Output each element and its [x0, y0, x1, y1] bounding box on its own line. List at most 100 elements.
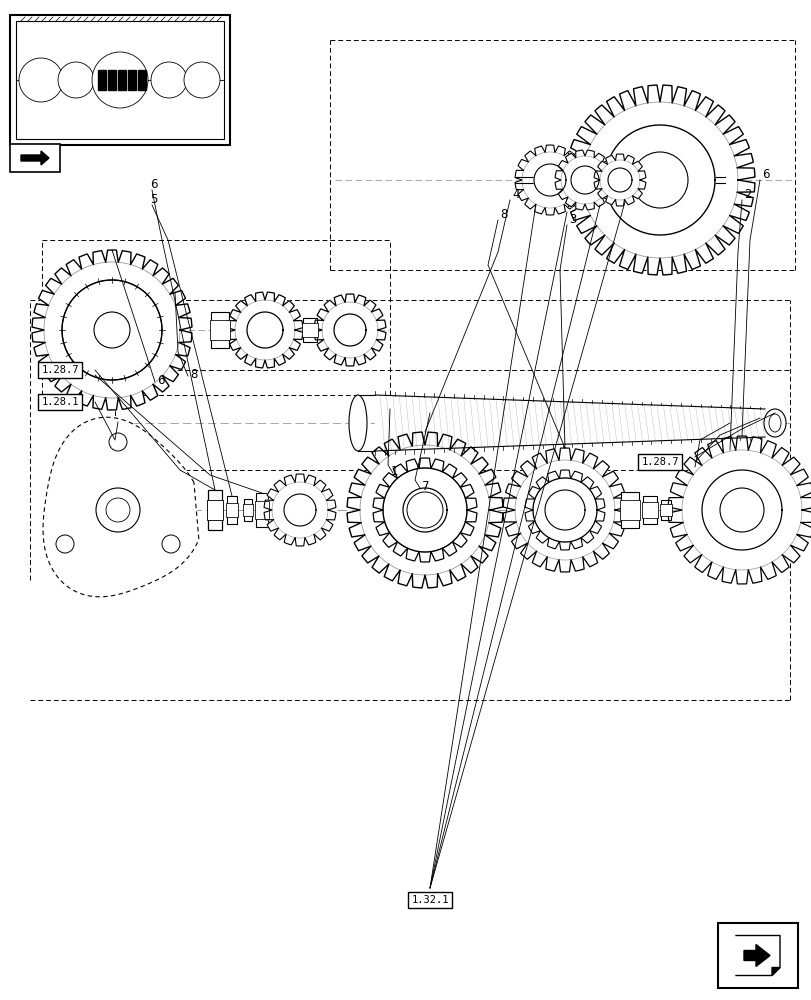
Text: 3: 3 — [569, 213, 576, 226]
Bar — [659, 504, 672, 516]
Circle shape — [162, 535, 180, 553]
Bar — [10, 144, 60, 172]
Polygon shape — [284, 494, 315, 526]
Bar — [16, 21, 224, 139]
Text: 7: 7 — [422, 480, 429, 493]
Ellipse shape — [349, 395, 367, 451]
Polygon shape — [681, 450, 801, 570]
Circle shape — [58, 62, 94, 98]
Circle shape — [631, 152, 687, 208]
Bar — [620, 492, 638, 528]
Polygon shape — [735, 935, 779, 975]
Text: 1: 1 — [391, 465, 398, 478]
Polygon shape — [771, 967, 779, 975]
Polygon shape — [544, 490, 584, 530]
Polygon shape — [604, 125, 714, 235]
Text: 5: 5 — [150, 193, 157, 206]
Circle shape — [406, 492, 443, 528]
Polygon shape — [555, 150, 614, 210]
Text: 1.28.1: 1.28.1 — [41, 397, 79, 407]
Text: 8: 8 — [500, 208, 507, 221]
Bar — [138, 70, 146, 90]
Polygon shape — [383, 468, 466, 552]
Polygon shape — [521, 152, 577, 208]
Polygon shape — [532, 478, 596, 542]
Polygon shape — [594, 154, 645, 206]
Bar — [717, 923, 797, 988]
Ellipse shape — [763, 409, 785, 437]
Circle shape — [96, 488, 139, 532]
Polygon shape — [372, 458, 476, 562]
Polygon shape — [667, 436, 811, 584]
Bar — [118, 70, 126, 90]
Polygon shape — [32, 250, 191, 410]
Polygon shape — [272, 482, 328, 538]
Circle shape — [109, 433, 127, 451]
Polygon shape — [234, 300, 294, 360]
Bar — [98, 70, 106, 90]
Bar — [660, 500, 670, 520]
Circle shape — [719, 488, 763, 532]
Bar — [10, 15, 230, 145]
Polygon shape — [534, 164, 565, 196]
Bar — [211, 312, 229, 348]
Polygon shape — [607, 168, 631, 192]
Polygon shape — [514, 145, 584, 215]
Circle shape — [92, 52, 148, 108]
Polygon shape — [503, 448, 626, 572]
Bar — [243, 499, 251, 521]
Bar — [128, 70, 135, 90]
Bar — [642, 496, 656, 524]
Polygon shape — [402, 488, 446, 532]
Polygon shape — [359, 445, 489, 575]
Polygon shape — [702, 470, 781, 550]
Text: 1.28.7: 1.28.7 — [641, 457, 678, 467]
Bar — [255, 493, 268, 527]
Polygon shape — [227, 292, 303, 368]
Bar — [227, 496, 237, 524]
Bar — [303, 318, 316, 342]
Polygon shape — [599, 160, 639, 200]
Polygon shape — [322, 302, 378, 358]
Polygon shape — [383, 468, 466, 552]
Circle shape — [184, 62, 220, 98]
Circle shape — [56, 535, 74, 553]
Polygon shape — [346, 432, 502, 588]
Text: 6: 6 — [157, 374, 165, 387]
Ellipse shape — [768, 414, 780, 432]
Bar — [225, 503, 238, 517]
Polygon shape — [21, 151, 49, 165]
Text: 8: 8 — [190, 368, 197, 381]
Text: 4: 4 — [512, 188, 519, 201]
Polygon shape — [564, 85, 754, 275]
Circle shape — [19, 58, 63, 102]
Polygon shape — [560, 156, 608, 204]
Bar — [207, 500, 223, 520]
Polygon shape — [333, 314, 366, 346]
Text: 6: 6 — [150, 178, 157, 191]
Bar — [108, 70, 116, 90]
Text: 6: 6 — [761, 168, 769, 181]
Polygon shape — [314, 294, 385, 366]
Polygon shape — [570, 166, 599, 194]
Text: 2: 2 — [743, 188, 750, 201]
Bar — [642, 502, 657, 518]
Polygon shape — [743, 944, 769, 966]
Polygon shape — [62, 280, 162, 380]
Polygon shape — [525, 470, 604, 550]
Circle shape — [151, 62, 187, 98]
Bar — [210, 320, 230, 340]
Polygon shape — [581, 102, 737, 258]
Text: 1.32.1: 1.32.1 — [410, 895, 448, 905]
Circle shape — [94, 312, 130, 348]
Polygon shape — [43, 417, 199, 597]
Circle shape — [106, 498, 130, 522]
Polygon shape — [264, 474, 336, 546]
Bar — [255, 501, 268, 519]
Bar — [620, 500, 639, 520]
Polygon shape — [514, 460, 614, 560]
Text: 1.28.7: 1.28.7 — [41, 365, 79, 375]
Polygon shape — [532, 478, 596, 542]
Bar — [302, 323, 318, 337]
Polygon shape — [247, 312, 283, 348]
